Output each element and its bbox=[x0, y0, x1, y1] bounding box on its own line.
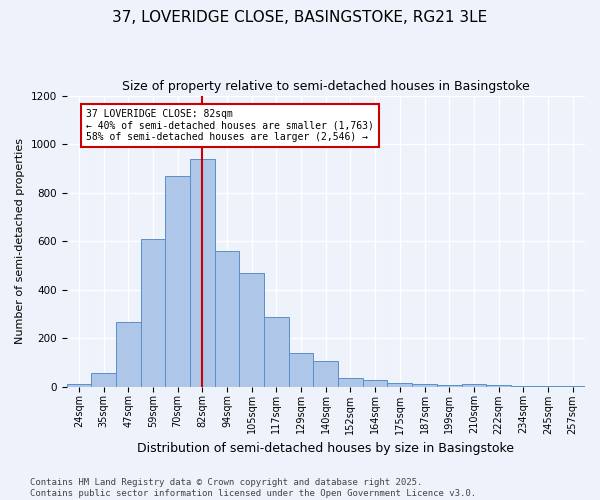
Bar bbox=[239, 272, 264, 386]
Bar bbox=[461, 384, 486, 386]
Bar bbox=[363, 380, 388, 386]
Y-axis label: Number of semi-detached properties: Number of semi-detached properties bbox=[15, 138, 25, 344]
Bar bbox=[190, 158, 215, 386]
Text: 37 LOVERIDGE CLOSE: 82sqm
← 40% of semi-detached houses are smaller (1,763)
58% : 37 LOVERIDGE CLOSE: 82sqm ← 40% of semi-… bbox=[86, 109, 374, 142]
Bar bbox=[412, 384, 437, 386]
Bar bbox=[289, 352, 313, 386]
X-axis label: Distribution of semi-detached houses by size in Basingstoke: Distribution of semi-detached houses by … bbox=[137, 442, 514, 455]
Text: 37, LOVERIDGE CLOSE, BASINGSTOKE, RG21 3LE: 37, LOVERIDGE CLOSE, BASINGSTOKE, RG21 3… bbox=[112, 10, 488, 25]
Title: Size of property relative to semi-detached houses in Basingstoke: Size of property relative to semi-detach… bbox=[122, 80, 530, 93]
Text: Contains HM Land Registry data © Crown copyright and database right 2025.
Contai: Contains HM Land Registry data © Crown c… bbox=[30, 478, 476, 498]
Bar bbox=[67, 384, 91, 386]
Bar bbox=[140, 238, 165, 386]
Bar bbox=[313, 361, 338, 386]
Bar bbox=[165, 176, 190, 386]
Bar bbox=[116, 322, 140, 386]
Bar bbox=[264, 318, 289, 386]
Bar bbox=[91, 373, 116, 386]
Bar bbox=[388, 383, 412, 386]
Bar bbox=[215, 250, 239, 386]
Bar bbox=[338, 378, 363, 386]
